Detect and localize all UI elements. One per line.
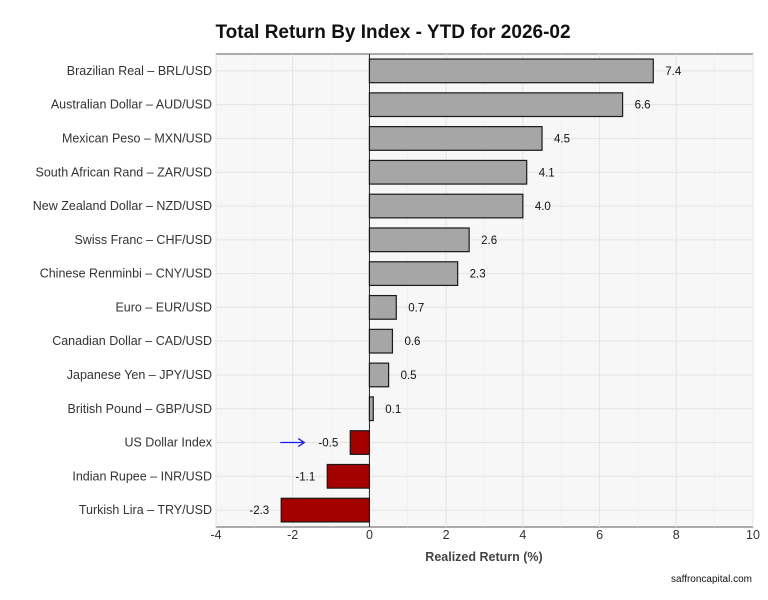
bar bbox=[368, 58, 654, 84]
highlight-arrow bbox=[280, 437, 306, 448]
category-label: South African Rand – ZAR/USD bbox=[36, 165, 212, 179]
category-label: Swiss Franc – CHF/USD bbox=[74, 233, 212, 247]
x-axis-title: Realized Return (%) bbox=[425, 550, 542, 564]
data-label: 0.1 bbox=[385, 404, 401, 416]
category-label: Indian Rupee – INR/USD bbox=[72, 469, 212, 483]
category-label: Chinese Renminbi – CNY/USD bbox=[40, 267, 212, 281]
category-label: Australian Dollar – AUD/USD bbox=[51, 98, 212, 112]
source-caption: saffroncapital.com bbox=[671, 574, 752, 585]
category-label: British Pound – GBP/USD bbox=[67, 402, 212, 416]
category-label: Canadian Dollar – CAD/USD bbox=[52, 334, 212, 348]
bars bbox=[280, 58, 654, 523]
data-label: 7.4 bbox=[665, 66, 682, 78]
category-label: Mexican Peso – MXN/USD bbox=[62, 131, 212, 145]
bar bbox=[368, 159, 528, 185]
bar bbox=[280, 497, 371, 523]
data-label: 0.6 bbox=[404, 336, 420, 348]
bar bbox=[368, 362, 390, 388]
category-labels: Brazilian Real – BRL/USD Australian Dolla… bbox=[33, 64, 213, 517]
category-label: US Dollar Index bbox=[124, 436, 212, 450]
category-label: Turkish Lira – TRY/USD bbox=[79, 503, 212, 517]
x-tick-label: 4 bbox=[519, 528, 526, 542]
bar bbox=[368, 396, 374, 422]
x-tick-label: 0 bbox=[366, 528, 373, 542]
bar bbox=[368, 328, 394, 354]
bar bbox=[368, 294, 397, 320]
data-label: 4.1 bbox=[539, 167, 555, 179]
arrowhead-icon bbox=[297, 437, 306, 448]
data-label: -0.5 bbox=[318, 438, 338, 450]
x-tick-label: 10 bbox=[746, 528, 760, 542]
bar bbox=[368, 261, 459, 287]
bar bbox=[368, 126, 543, 151]
bar bbox=[368, 92, 624, 118]
chart-title: Total Return By Index - YTD for 2026-02 bbox=[215, 22, 570, 43]
data-label: 2.6 bbox=[481, 235, 497, 247]
data-label: -2.3 bbox=[249, 505, 269, 517]
data-label: 0.5 bbox=[401, 370, 417, 382]
data-label: 4.5 bbox=[554, 133, 570, 145]
data-label: 6.6 bbox=[635, 100, 651, 112]
x-tick-labels: -4 -2 0 2 4 6 8 10 bbox=[210, 528, 760, 542]
data-label: -1.1 bbox=[295, 471, 315, 483]
bar bbox=[326, 463, 371, 489]
category-label: New Zealand Dollar – NZD/USD bbox=[33, 199, 212, 213]
category-label: Brazilian Real – BRL/USD bbox=[67, 64, 212, 78]
data-label: 0.7 bbox=[408, 302, 424, 314]
x-tick-label: 2 bbox=[443, 528, 450, 542]
x-tick-label: -4 bbox=[210, 528, 221, 542]
bar bbox=[368, 227, 470, 253]
category-label: Euro – EUR/USD bbox=[115, 300, 212, 314]
value-labels: 7.4 6.6 4.5 4.1 4.0 2.6 2.3 0.7 0.6 0.5 0.1 -0.5 -1.… bbox=[249, 66, 681, 517]
category-label: Japanese Yen – JPY/USD bbox=[67, 368, 212, 382]
x-tick-label: -2 bbox=[287, 528, 298, 542]
x-tick-label: 6 bbox=[596, 528, 603, 542]
data-label: 4.0 bbox=[535, 201, 551, 213]
data-label: 2.3 bbox=[470, 269, 486, 281]
x-tick-label: 8 bbox=[673, 528, 680, 542]
bar bbox=[349, 430, 371, 455]
bar bbox=[368, 193, 524, 219]
